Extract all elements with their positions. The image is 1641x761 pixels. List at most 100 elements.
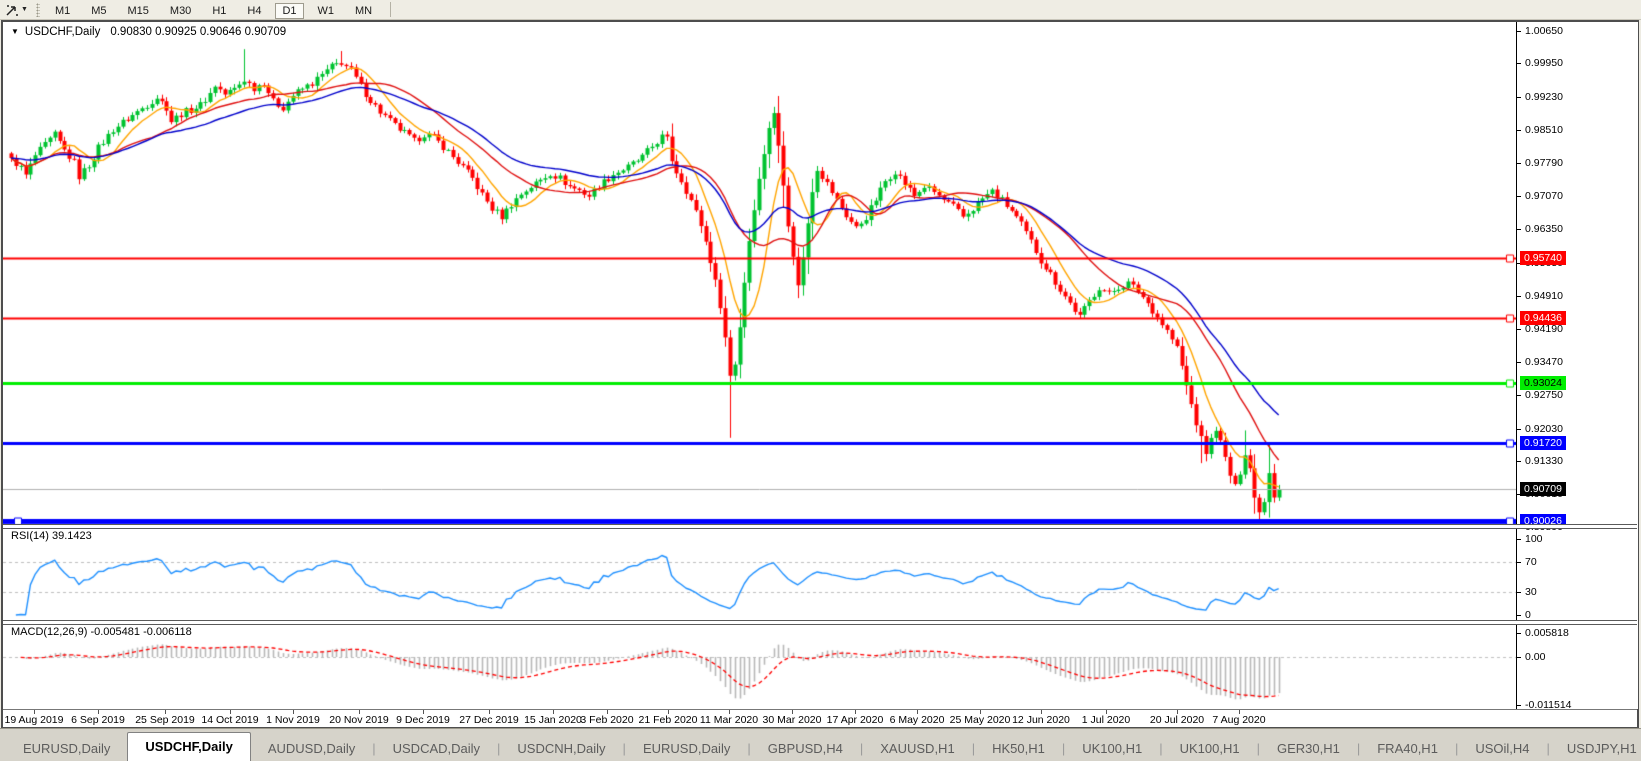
axis-tick-mark	[1517, 705, 1521, 706]
date-tick-label: 20 Nov 2019	[329, 714, 389, 726]
macd-tick-label: 0.00	[1525, 651, 1546, 663]
date-tick-mark	[1239, 710, 1240, 714]
price-axis[interactable]: 1.00650 0.99950 0.99230 0.98510 0.97790 0.970…	[1516, 22, 1638, 711]
panel-splitter[interactable]	[3, 524, 1637, 529]
axis-tick-mark	[1517, 494, 1521, 495]
collapse-arrow-icon[interactable]: ▼	[11, 27, 19, 36]
axis-tick-mark	[1517, 539, 1521, 540]
chart-tab-12[interactable]: FRA40,H1	[1377, 741, 1438, 756]
axis-tick-mark	[1517, 657, 1521, 658]
tab-separator: |	[497, 741, 501, 756]
date-tick-mark	[668, 710, 669, 714]
rsi-tick-label: 70	[1525, 556, 1537, 568]
date-tick-mark	[917, 710, 918, 714]
chart-tab-2[interactable]: AUDUSD,Daily	[267, 741, 356, 756]
chart-window: ▼ USDCHF,Daily 0.90830 0.90925 0.90646 0.9…	[1, 20, 1639, 728]
timeframe-buttons: M1 M5 M15 M30 H1 H4 D1 W1 MN	[48, 1, 386, 19]
price-tick-label: 0.97790	[1525, 157, 1563, 169]
price-tick-label: 0.93470	[1525, 356, 1563, 368]
date-tick-mark	[34, 710, 35, 714]
axis-tick-mark	[1517, 229, 1521, 230]
tab-separator: |	[971, 741, 976, 756]
rsi-tick-label: 100	[1525, 533, 1543, 545]
timeframe-button-m15[interactable]: M15	[127, 4, 149, 17]
price-chart-canvas[interactable]	[3, 22, 1516, 709]
price-tick-label: 0.94190	[1525, 323, 1563, 335]
price-tick-label: 0.99950	[1525, 57, 1563, 69]
macd-indicator-label: MACD(12,26,9) -0.005481 -0.006118	[11, 626, 192, 638]
chart-ohlc-values: 0.90830 0.90925 0.90646 0.90709	[110, 26, 287, 38]
price-tick-label: 0.97070	[1525, 190, 1563, 202]
timeframe-button-mn[interactable]: MN	[355, 4, 373, 17]
date-tick-mark	[359, 710, 360, 714]
axis-tick-mark	[1517, 395, 1521, 396]
axis-tick-mark	[1517, 31, 1521, 32]
axis-tick-mark	[1517, 163, 1521, 164]
cursor-tool-icon[interactable]	[3, 2, 21, 18]
tab-separator: |	[1061, 741, 1066, 756]
chart-title: ▼ USDCHF,Daily 0.90830 0.90925 0.90646 0.9…	[11, 26, 286, 38]
date-tick-mark	[729, 710, 730, 714]
tab-separator: |	[1546, 741, 1550, 756]
tab-separator: |	[622, 741, 626, 756]
timeframe-button-m5[interactable]: M5	[91, 4, 107, 17]
axis-tick-mark	[1517, 615, 1521, 616]
price-tick-label: 0.96350	[1525, 223, 1563, 235]
panel-splitter[interactable]	[3, 620, 1637, 625]
toolbar-separator	[390, 2, 392, 17]
chart-tab-11[interactable]: GER30,H1	[1276, 741, 1340, 756]
chart-tab-5[interactable]: EURUSD,Daily	[642, 741, 731, 756]
chart-tab-8[interactable]: HK50,H1	[992, 741, 1045, 756]
timeframe-button-h4[interactable]: H4	[247, 4, 262, 17]
date-tick-mark	[98, 710, 99, 714]
date-tick-mark	[423, 710, 424, 714]
date-tick-label: 7 Aug 2020	[1212, 714, 1266, 726]
date-axis[interactable]: 19 Aug 2019 6 Sep 2019 25 Sep 2019 14 Oct 2…	[3, 709, 1637, 727]
chart-tab-10[interactable]: UK100,H1	[1179, 741, 1240, 756]
timeframe-button-m30[interactable]: M30	[169, 4, 192, 17]
date-tick-label: 11 Mar 2020	[699, 714, 759, 726]
price-tick-label: 0.99230	[1525, 91, 1563, 103]
date-tick-label: 12 Jun 2020	[1012, 714, 1070, 726]
date-tick-label: 21 Feb 2020	[638, 714, 698, 726]
tab-separator: |	[1356, 741, 1361, 756]
chart-tab-14[interactable]: USDJPY,H1	[1566, 741, 1637, 756]
date-tick-mark	[855, 710, 856, 714]
date-tick-label: 30 Mar 2020	[762, 714, 822, 726]
level-price-flag: 0.94436	[1520, 311, 1566, 325]
chart-tab-3[interactable]: USDCAD,Daily	[392, 741, 481, 756]
axis-tick-mark	[1517, 562, 1521, 563]
price-tick-label: 0.91330	[1525, 455, 1563, 467]
chart-tab-bar: EURUSD,Daily USDCHF,Daily AUDUSD,Daily | USD…	[0, 728, 1641, 761]
date-tick-mark	[489, 710, 490, 714]
chart-tab-13[interactable]: USOil,H4	[1475, 741, 1530, 756]
axis-tick-mark	[1517, 63, 1521, 64]
chart-tab-1[interactable]: USDCHF,Daily	[127, 732, 251, 761]
chart-tab-7[interactable]: XAUUSD,H1	[880, 741, 955, 756]
timeframe-button-h1[interactable]: H1	[212, 4, 227, 17]
chevron-down-icon[interactable]: ▼	[21, 6, 28, 13]
chart-tab-0[interactable]: EURUSD,Daily	[23, 741, 111, 756]
chart-tab-4[interactable]: USDCNH,Daily	[517, 741, 606, 756]
price-tick-label: 1.00650	[1525, 25, 1563, 37]
chart-tab-6[interactable]: GBPUSD,H4	[767, 741, 843, 756]
rsi-tick-label: 30	[1525, 586, 1537, 598]
timeframe-button-d1[interactable]: D1	[275, 2, 304, 19]
level-price-flag: 0.93024	[1520, 376, 1566, 390]
date-tick-label: 6 Sep 2019	[71, 714, 125, 726]
date-tick-mark	[980, 710, 981, 714]
date-tick-label: 25 Sep 2019	[135, 714, 195, 726]
axis-tick-mark	[1517, 429, 1521, 430]
date-tick-label: 17 Apr 2020	[826, 714, 884, 726]
date-tick-label: 14 Oct 2019	[201, 714, 259, 726]
date-tick-label: 3 Feb 2020	[580, 714, 634, 726]
macd-tick-label: -0.011514	[1525, 699, 1572, 711]
timeframe-button-m1[interactable]: M1	[54, 4, 71, 17]
price-tick-label: 0.98510	[1525, 124, 1563, 136]
chart-tab-9[interactable]: UK100,H1	[1082, 741, 1143, 756]
timeframe-button-w1[interactable]: W1	[317, 4, 335, 17]
date-tick-label: 19 Aug 2019	[4, 714, 64, 726]
chart-symbol-label: USDCHF,Daily	[24, 26, 101, 38]
date-tick-label: 25 May 2020	[949, 714, 1011, 726]
